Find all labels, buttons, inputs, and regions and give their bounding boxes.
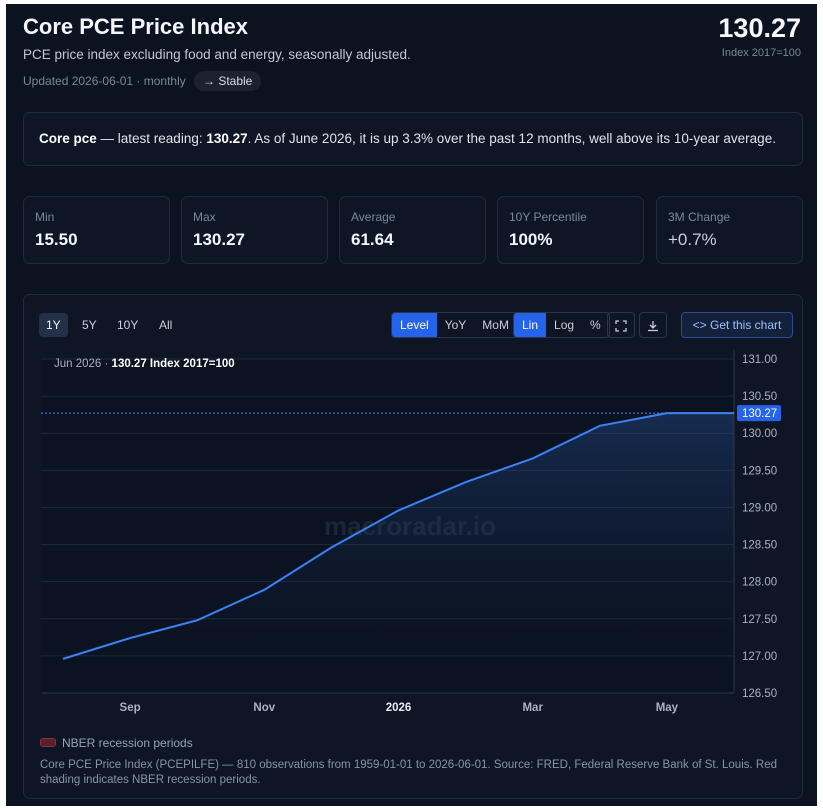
x-tick-label: May [656,702,679,714]
range-5y-button[interactable]: 5Y [82,318,97,332]
stat-label: 3M Change [668,210,731,224]
transform-level-button[interactable]: Level [392,313,437,337]
x-tick-label: Sep [120,702,141,714]
crosshair-label: Jun 2026 · 130.27 Index 2017=100 [54,358,235,370]
stat-max: Max 130.27 [181,196,328,264]
latest-value-tag [737,405,781,422]
stat-percentile: 10Y Percentile 100% [497,196,644,264]
y-tick-label: 130.50 [742,391,777,403]
range-10y-button[interactable]: 10Y [117,318,139,332]
stat-3m-change: 3M Change +0.7% [656,196,803,264]
summary-lead: — latest reading: [96,131,207,146]
fullscreen-button[interactable] [607,312,635,338]
series-area [63,413,734,693]
y-tick-label: 129.50 [742,465,777,477]
stat-label: Max [193,210,216,224]
chart-canvas[interactable]: 131.00 130.50 130.00 129.50 129.00 128.50 128.… [24,295,804,730]
stat-label: 10Y Percentile [509,210,587,224]
stats-row: Min 15.50 Max 130.27 Average 61.64 10Y P… [23,196,803,264]
range-all-button[interactable]: All [159,318,173,332]
summary-series-name: Core pce [39,131,97,146]
latest-value: 130.27 [718,13,801,43]
trend-badge: → Stable [194,71,262,91]
scale-lin-button[interactable]: Lin [514,313,547,337]
stat-average: Average 61.64 [339,196,486,264]
range-1y-button[interactable]: 1Y [39,313,68,337]
stat-value: 15.50 [35,230,78,249]
stat-value: 61.64 [351,230,394,249]
stat-label: Average [351,210,396,224]
page-title: Core PCE Price Index [23,14,248,39]
x-tick-label: Mar [522,702,543,714]
page-subtitle: PCE price index excluding food and energ… [23,47,411,62]
stat-label: Min [35,210,55,224]
stat-min: Min 15.50 [23,196,170,264]
transform-yoy-button[interactable]: YoY [444,318,467,332]
summary-rest: . As of June 2026, it is up 3.3% over th… [247,131,776,146]
scale-toggle: Lin Log % [513,312,610,338]
stat-value: +0.7% [668,230,717,249]
expand-icon [615,319,627,332]
summary-value: 130.27 [206,131,248,146]
y-tick-label: 128.00 [742,577,777,589]
y-tick-label: 126.50 [742,688,777,700]
stat-value: 100% [509,230,553,249]
y-tick-label: 127.50 [742,614,777,626]
y-tick-label: 128.50 [742,540,777,552]
get-chart-label: Get this chart [709,318,782,332]
code-icon: <> [692,318,707,332]
y-tick-label: 130.00 [742,428,777,440]
chart-footnote: Core PCE Price Index (PCEPILFE) — 810 ob… [40,759,777,786]
y-tick-label: 129.00 [742,502,777,514]
transform-mom-button[interactable]: MoM [482,318,509,332]
stat-value: 130.27 [193,230,245,249]
series-line [62,412,734,660]
x-tick-label: Nov [253,702,275,714]
scale-log-button[interactable]: Log [554,318,575,332]
legend-label[interactable]: NBER recession periods [62,736,193,750]
y-tick-label: 131.00 [742,354,777,366]
page-frame: Core PCE Price Index PCE price index exc… [6,4,817,806]
legend-swatch [40,738,56,747]
transform-toggle: Level YoY MoM [391,312,518,338]
download-button[interactable] [639,312,667,338]
updated-label: Updated 2026-06-01 · monthly [23,74,186,88]
scale-percent-button[interactable]: % [590,318,601,332]
get-chart-button[interactable]: <> Get this chart [681,312,793,338]
y-tick-label: 127.00 [742,651,777,663]
x-tick-label: 2026 [386,702,412,714]
chart-panel: 1Y 5Y 10Y All Level YoY MoM Lin Log % <>… [23,294,803,799]
latest-value-label: 130.27 [742,408,777,420]
download-icon [648,320,658,331]
latest-unit: Index 2017=100 [721,47,801,59]
summary-box: Core pce — latest reading: 130.27. As of… [23,112,803,166]
